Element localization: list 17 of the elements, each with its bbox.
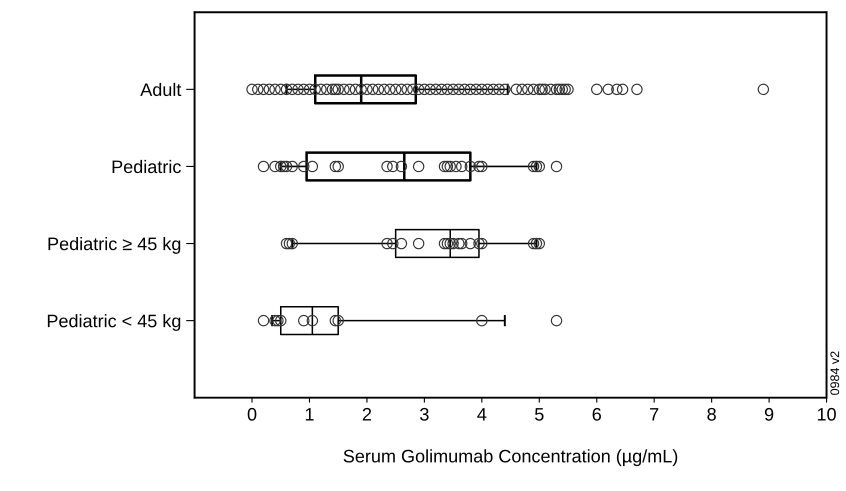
x-tick-label: 6	[592, 408, 601, 421]
y-tick-label: Pediatric < 45 kg	[48, 314, 180, 331]
y-tick-label: Pediatric	[112, 160, 181, 174]
x-axis-title: Serum Golimumab Concentration (µg/mL)	[344, 449, 678, 466]
x-tick-label: 9	[764, 408, 774, 421]
x-tick-label: 10	[818, 408, 836, 421]
y-tick-label: Pediatric ≥ 45 kg	[48, 236, 180, 254]
x-tick-label: 1	[306, 408, 314, 421]
x-tick-label: 0	[248, 408, 256, 421]
text: 0984 v2	[830, 352, 840, 395]
x-tick-label: 8	[707, 408, 716, 421]
x-tick-label: 4	[477, 408, 486, 421]
x-tick-label: 7	[650, 408, 658, 421]
x-tick-label: 2	[362, 408, 372, 421]
x-tick-label: 3	[420, 408, 429, 421]
y-tick-label: Adult	[140, 82, 182, 96]
x-tick-label: 5	[534, 408, 544, 421]
